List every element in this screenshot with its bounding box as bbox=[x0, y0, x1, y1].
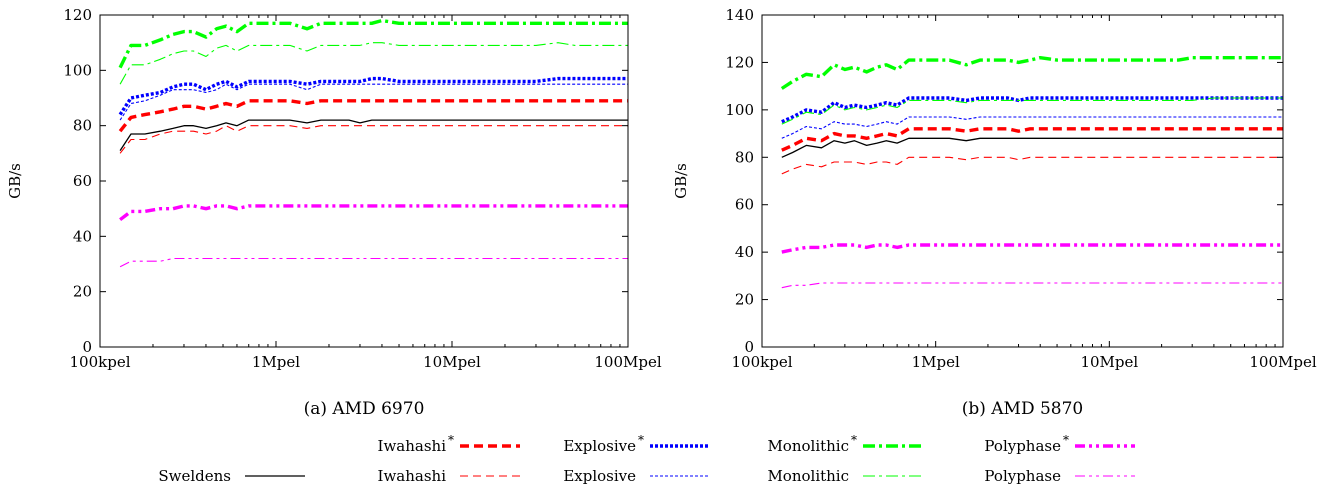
series-line-iwahashi bbox=[781, 156, 1283, 175]
series-line-sweldens bbox=[119, 119, 628, 151]
y-tick-label: 80 bbox=[735, 148, 754, 166]
legend-entry-sweldens: Sweldens bbox=[158, 467, 305, 485]
legend-entry-iwahashi-star: Iwahashi * bbox=[378, 433, 520, 455]
y-tick-label: 100 bbox=[725, 101, 754, 119]
series-line-polyphase-star bbox=[119, 204, 628, 222]
y-axis: 0 20 40 60 80 100 120 bbox=[63, 6, 628, 356]
x-axis: 100kpel 1Mpel 10Mpel 100Mpel bbox=[732, 15, 1317, 371]
legend-entry-polyphase-star: Polyphase * bbox=[984, 433, 1135, 455]
series-line-explosive-star bbox=[118, 76, 628, 116]
series-line-monolithic-star bbox=[780, 56, 1283, 90]
legend-label: Polyphase bbox=[984, 467, 1061, 485]
legend-entry-monolithic: Monolithic bbox=[767, 467, 923, 485]
legend-star: * bbox=[638, 433, 644, 447]
y-tick-label: 120 bbox=[725, 53, 754, 71]
series-line-explosive bbox=[781, 116, 1283, 139]
y-tick-label: 20 bbox=[73, 283, 92, 301]
legend-entry-explosive: Explosive bbox=[563, 467, 710, 485]
series-line-polyphase bbox=[781, 282, 1283, 289]
legend-label: Explosive bbox=[563, 437, 636, 455]
series-line-explosive-star bbox=[781, 96, 1283, 124]
legend-star: * bbox=[1063, 433, 1069, 447]
y-tick-label: 100 bbox=[63, 61, 92, 79]
x-tick-label: 10Mpel bbox=[423, 353, 481, 371]
y-axis-label: GB/s bbox=[6, 163, 24, 199]
series-line-sweldens bbox=[781, 137, 1283, 158]
series-line-iwahashi-star bbox=[781, 127, 1283, 152]
y-tick-label: 40 bbox=[73, 227, 92, 245]
series-lines bbox=[780, 56, 1283, 289]
series-line-monolithic-star bbox=[118, 18, 628, 69]
y-tick-label: 60 bbox=[735, 196, 754, 214]
chart-caption: (b) AMD 5870 bbox=[962, 399, 1084, 419]
series-lines bbox=[118, 18, 628, 268]
chart-panel-a: 0 20 40 60 80 100 120 100kpel 1Mpel 10Mpel 100Mpel… bbox=[6, 6, 662, 419]
legend-label: Iwahashi bbox=[378, 437, 447, 455]
legend-label: Iwahashi bbox=[378, 467, 447, 485]
x-tick-label: 100kpel bbox=[732, 353, 793, 371]
legend-entry-monolithic-star: Monolithic * bbox=[767, 433, 923, 455]
chart-panel-b: 0 20 40 60 80 100 120 140 100kpel 1Mpel 10Mpel 100M… bbox=[672, 6, 1317, 419]
legend-star: * bbox=[448, 433, 454, 447]
series-line-polyphase bbox=[119, 257, 628, 268]
x-tick-label: 1Mpel bbox=[252, 353, 300, 371]
y-tick-label: 20 bbox=[735, 291, 754, 309]
y-axis: 0 20 40 60 80 100 120 140 bbox=[725, 6, 1283, 356]
series-line-iwahashi bbox=[119, 125, 628, 154]
legend-label: Monolithic bbox=[767, 467, 849, 485]
series-line-polyphase-star bbox=[781, 243, 1283, 254]
x-tick-label: 1Mpel bbox=[912, 353, 960, 371]
y-tick-label: 80 bbox=[73, 117, 92, 135]
series-line-explosive bbox=[119, 83, 628, 121]
chart-caption: (a) AMD 6970 bbox=[304, 399, 425, 419]
x-axis: 100kpel 1Mpel 10Mpel 100Mpel bbox=[70, 15, 662, 371]
y-tick-label: 140 bbox=[725, 6, 754, 24]
x-tick-label: 100Mpel bbox=[1249, 353, 1316, 371]
y-tick-label: 0 bbox=[744, 338, 754, 356]
legend-label: Sweldens bbox=[158, 467, 231, 485]
y-tick-label: 0 bbox=[82, 338, 92, 356]
y-tick-label: 60 bbox=[73, 172, 92, 190]
x-tick-label: 100Mpel bbox=[594, 353, 661, 371]
x-tick-label: 10Mpel bbox=[1080, 353, 1138, 371]
legend-star: * bbox=[851, 433, 857, 447]
legend-entry-explosive-star: Explosive * bbox=[563, 433, 710, 455]
legend-label: Monolithic bbox=[767, 437, 849, 455]
y-axis-label: GB/s bbox=[672, 163, 690, 199]
legend-label: Explosive bbox=[563, 467, 636, 485]
plot-frame bbox=[761, 14, 1284, 348]
legend-entry-iwahashi: Iwahashi bbox=[378, 467, 520, 485]
legend: Iwahashi * Explosive * Monolithic * Polyphase *… bbox=[158, 433, 1135, 485]
legend-entry-polyphase: Polyphase bbox=[984, 467, 1135, 485]
plot-frame bbox=[99, 14, 629, 348]
y-tick-label: 120 bbox=[63, 6, 92, 24]
series-line-monolithic bbox=[119, 42, 628, 85]
series-line-monolithic bbox=[781, 97, 1283, 125]
x-tick-label: 100kpel bbox=[70, 353, 131, 371]
legend-label: Polyphase bbox=[984, 437, 1061, 455]
y-tick-label: 40 bbox=[735, 243, 754, 261]
